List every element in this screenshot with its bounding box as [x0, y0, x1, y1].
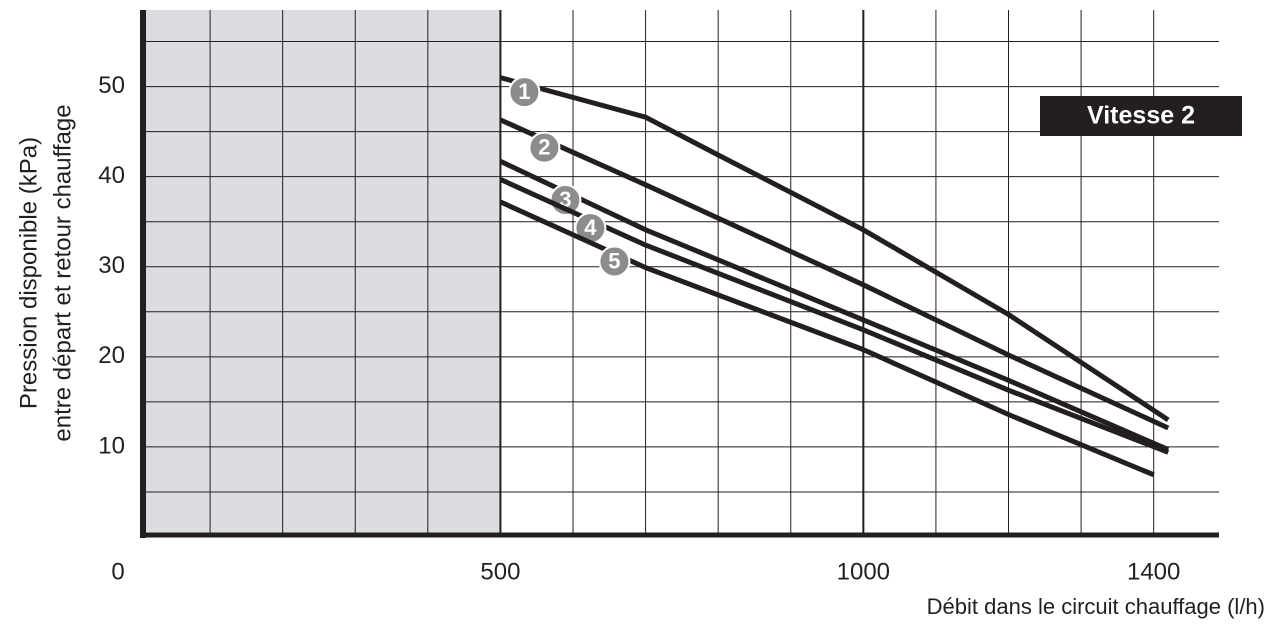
- annotation-box: [1040, 96, 1242, 136]
- badge-circle: [598, 245, 631, 278]
- y-axis-title-line: Pression disponible (kPa): [15, 137, 42, 409]
- y-tick-label: 10: [98, 432, 125, 459]
- curve-badge: 1: [508, 76, 541, 109]
- badge-circle: [508, 76, 541, 109]
- curve: [499, 159, 1170, 452]
- curve-badge: 2: [528, 131, 561, 164]
- y-tick-label: 50: [98, 72, 125, 99]
- y-axis-title: Pression disponible (kPa) entre départ e…: [15, 104, 76, 441]
- curve-badge: 5: [598, 245, 631, 278]
- curve: [499, 75, 1170, 422]
- x-tick-label: 1000: [837, 558, 890, 585]
- badge-label: 5: [608, 248, 620, 273]
- y-axis-title-line: entre départ et retour chauffage: [49, 104, 76, 441]
- y-tick-label: 40: [98, 162, 125, 189]
- y-tick-label: 30: [98, 252, 125, 279]
- x-tick-label: 0: [111, 558, 124, 585]
- x-tick-label: 500: [480, 558, 520, 585]
- shaded-region: [143, 10, 501, 535]
- x-tick-label: 1400: [1127, 558, 1180, 585]
- y-tick-label: 20: [98, 342, 125, 369]
- curve: [499, 117, 1170, 431]
- badge-label: 4: [584, 215, 597, 240]
- annotation: Vitesse 2: [1087, 102, 1195, 130]
- badge-label: 1: [518, 79, 530, 104]
- curve-badge: 4: [574, 212, 607, 245]
- badge-label: 2: [538, 134, 550, 159]
- curve: [499, 199, 1155, 478]
- badge-circle: [528, 131, 561, 164]
- x-axis-title: Débit dans le circuit chauffage (l/h): [927, 594, 1265, 619]
